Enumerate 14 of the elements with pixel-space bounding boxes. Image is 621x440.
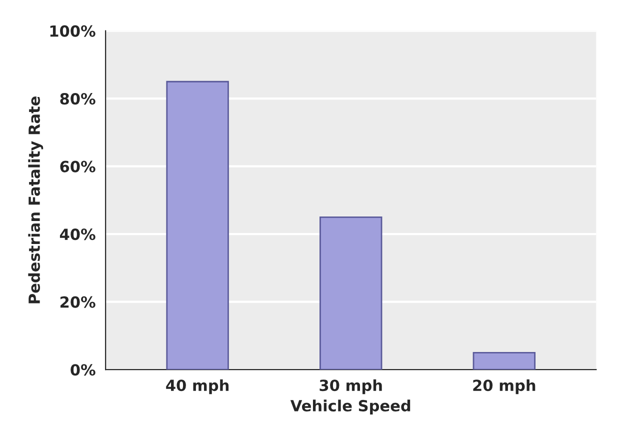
bar	[472, 352, 536, 370]
y-tick-label: 20%	[60, 296, 96, 308]
y-tick-label: 100%	[50, 25, 96, 37]
y-tick-label: 60%	[60, 160, 96, 172]
y-tick-label: 80%	[60, 93, 96, 105]
bar	[166, 80, 229, 370]
x-tick-label: 20 mph	[473, 379, 536, 394]
y-tick-label: 40%	[60, 228, 96, 240]
y-tick-label: 0%	[70, 364, 96, 376]
y-axis-title: Pedestrian Fatality Rate	[28, 96, 44, 304]
bar	[320, 216, 382, 370]
x-axis-title: Vehicle Speed	[290, 400, 410, 414]
x-tick-label: 30 mph	[320, 379, 382, 394]
x-tick-label: 40 mph	[166, 379, 229, 394]
